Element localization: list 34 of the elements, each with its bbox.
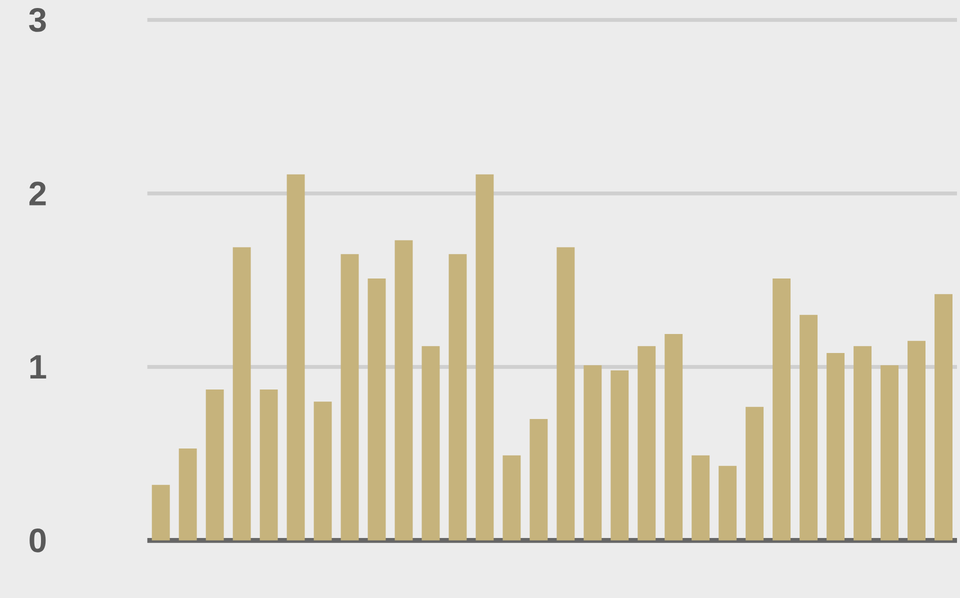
bar <box>206 389 224 540</box>
bar <box>556 247 575 540</box>
bar <box>530 418 548 540</box>
bar <box>746 406 764 540</box>
bar <box>934 294 952 540</box>
bar <box>826 352 845 540</box>
bar <box>692 455 710 540</box>
bar <box>394 240 413 540</box>
bar <box>502 455 521 540</box>
bar <box>232 247 251 540</box>
bar <box>664 334 683 540</box>
bar <box>638 346 656 540</box>
bar <box>772 278 791 540</box>
bar <box>476 174 494 540</box>
bar <box>422 346 440 540</box>
y-tick-label: 3 <box>29 8 46 32</box>
bar <box>314 402 332 540</box>
y-tick-label: 1 <box>30 355 46 378</box>
bar <box>880 365 899 540</box>
bar <box>718 466 737 540</box>
bar <box>152 484 170 540</box>
bar <box>368 278 386 540</box>
bar <box>178 448 197 540</box>
bar <box>800 314 818 540</box>
y-tick-label: 0 <box>30 528 46 552</box>
y-tick-label: 2 <box>29 182 46 206</box>
bar <box>854 346 872 540</box>
bar <box>260 389 278 540</box>
bar <box>584 365 602 540</box>
bar <box>286 174 305 540</box>
bar <box>610 370 629 540</box>
bar <box>448 254 467 540</box>
bar <box>340 254 359 540</box>
bar <box>908 340 926 540</box>
